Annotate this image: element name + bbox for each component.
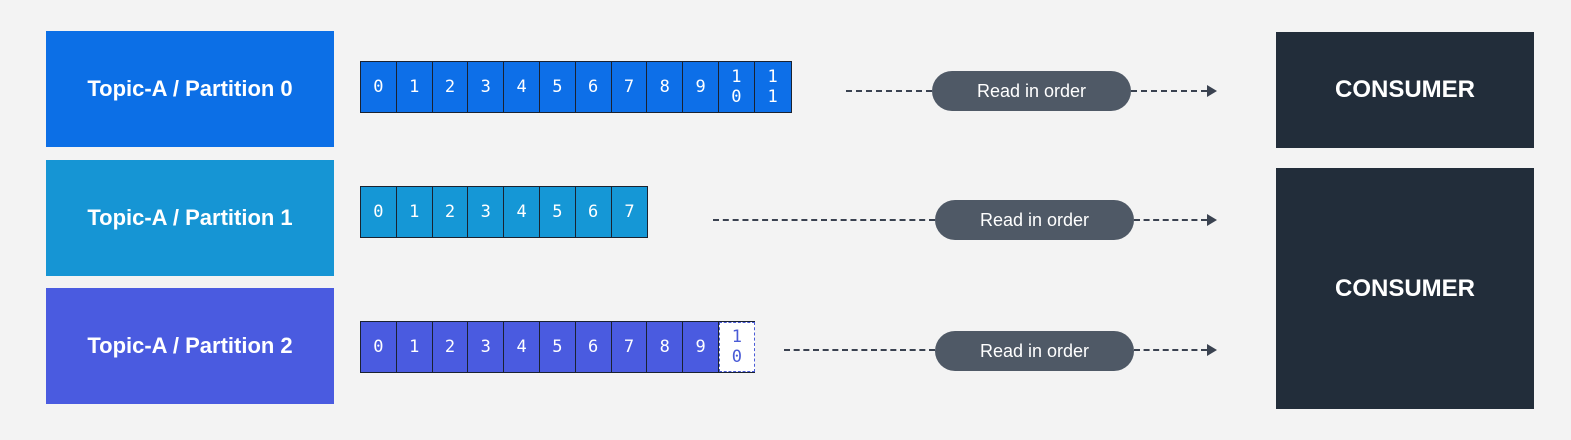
offset-cell: 0 — [361, 322, 397, 372]
offset-cell: 0 — [361, 62, 397, 112]
offset-cell: 3 — [468, 187, 505, 237]
offset-cell: 9 — [683, 62, 719, 112]
offset-cell: 6 — [575, 322, 612, 372]
partition-1-read-pill: Read in order — [935, 200, 1134, 240]
offset-cell: 1 — [396, 322, 433, 372]
partition-2-arrowhead-icon — [1207, 344, 1217, 356]
offset-cell: 0 — [361, 187, 397, 237]
offset-cell: 4 — [504, 322, 540, 372]
offset-cell: 1 0 — [718, 62, 755, 112]
partition-2-read-label: Read in order — [979, 340, 1090, 361]
partition-0-label: Topic-A / Partition 0 — [87, 76, 293, 101]
partition-0-read-label: Read in order — [976, 80, 1087, 101]
offset-cell: 1 — [396, 62, 433, 112]
offset-cell: 6 — [575, 187, 612, 237]
consumer-1-label: CONSUMER — [1334, 76, 1475, 103]
offset-cell: 7 — [611, 322, 648, 372]
offset-cell: 8 — [647, 62, 684, 112]
offset-cell: 2 — [432, 322, 469, 372]
partition-0-arrowhead-icon — [1207, 85, 1217, 97]
partition-0-box: Topic-A / Partition 0 — [46, 31, 334, 147]
partition-2-label: Topic-A / Partition 2 — [87, 333, 293, 358]
partition-1-arrow-out — [1134, 219, 1207, 223]
partition-2-arrow-out — [1134, 349, 1207, 353]
offset-cell: 5 — [539, 322, 576, 372]
partition-1-box: Topic-A / Partition 1 — [46, 160, 334, 276]
offset-cell: 2 — [432, 62, 469, 112]
offset-cell: 8 — [647, 322, 684, 372]
partition-0-read-pill: Read in order — [932, 71, 1131, 111]
partition-2-arrow-in — [784, 349, 935, 353]
pending-offset-cell: 1 0 — [718, 322, 755, 372]
partition-2-read-pill: Read in order — [935, 331, 1134, 371]
partition-1-arrow-in — [713, 219, 935, 223]
offset-cell: 3 — [468, 322, 505, 372]
partition-0-arrow-out — [1131, 90, 1207, 94]
offset-cell: 2 — [432, 187, 469, 237]
offset-cell: 6 — [575, 62, 612, 112]
partition-2-box: Topic-A / Partition 2 — [46, 288, 334, 404]
offset-cell: 7 — [611, 62, 648, 112]
offset-cell: 4 — [504, 62, 540, 112]
partition-0-arrow-in — [846, 90, 932, 94]
offset-cell: 1 — [396, 187, 433, 237]
consumer-2-box: CONSUMER — [1276, 168, 1534, 409]
consumer-2-label: CONSUMER — [1334, 274, 1475, 302]
offset-cell: 5 — [539, 187, 576, 237]
consumer-1-box: CONSUMER — [1276, 32, 1534, 148]
offset-cell: 9 — [683, 322, 719, 372]
offset-cell: 4 — [504, 187, 540, 237]
offset-cell: 5 — [539, 62, 576, 112]
offset-cell: 1 1 — [754, 62, 791, 112]
partition-1-arrowhead-icon — [1207, 214, 1217, 226]
partition-1-read-label: Read in order — [979, 209, 1090, 230]
offset-cell: 7 — [611, 187, 648, 237]
offset-cell: 3 — [468, 62, 505, 112]
partition-1-label: Topic-A / Partition 1 — [87, 205, 293, 230]
